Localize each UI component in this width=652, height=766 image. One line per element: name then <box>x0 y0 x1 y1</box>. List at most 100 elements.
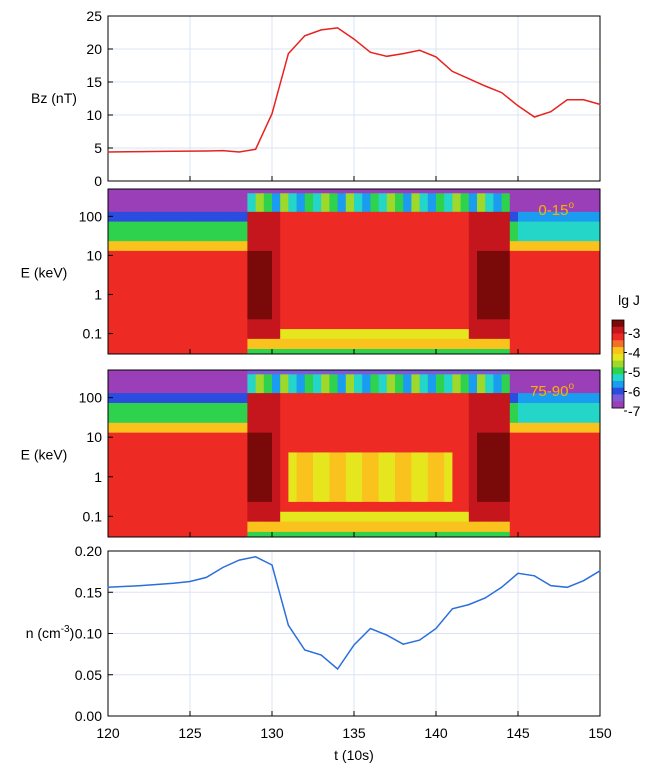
heatmap-cell <box>509 491 519 502</box>
heatmap-cell <box>263 192 273 203</box>
heatmap-cell <box>190 260 199 271</box>
heatmap-cell <box>280 422 289 433</box>
heatmap-cell <box>313 348 322 355</box>
heatmap-cell <box>181 373 191 384</box>
heatmap-cell <box>272 531 281 538</box>
heatmap-cell <box>190 392 199 403</box>
heatmap-cell <box>411 309 420 320</box>
heatmap-cell <box>272 382 281 394</box>
heatmap-cell <box>247 338 256 350</box>
heatmap-cell <box>477 422 486 433</box>
heatmap-cell <box>247 511 256 522</box>
heatmap-cell <box>108 299 117 310</box>
heatmap-cell <box>395 402 404 413</box>
data-point <box>173 582 175 584</box>
heatmap-cell <box>575 189 584 194</box>
heatmap-cell <box>337 521 347 532</box>
heatmap-cell <box>247 382 256 394</box>
heatmap-cell <box>460 211 470 222</box>
heatmap-cell <box>468 318 478 330</box>
heatmap-cell <box>198 471 207 483</box>
heatmap-cell <box>411 230 420 242</box>
heatmap-cell <box>378 338 388 350</box>
heatmap-cell <box>493 382 502 394</box>
heatmap-cell <box>288 501 297 512</box>
heatmap-cell <box>526 270 535 281</box>
heatmap-cell <box>386 452 396 463</box>
heatmap-cell <box>206 521 215 532</box>
heatmap-cell <box>272 289 281 300</box>
heatmap-cell <box>559 481 568 492</box>
heatmap-cell <box>345 270 355 281</box>
heatmap-cell <box>255 511 265 522</box>
heatmap-cell <box>436 452 445 463</box>
heatmap-cell <box>313 382 322 394</box>
heatmap-cell <box>304 392 314 403</box>
heatmap-cell <box>460 412 470 423</box>
heatmap-cell <box>272 211 281 222</box>
heatmap-cell <box>583 211 593 222</box>
heatmap-cell <box>518 318 527 330</box>
data-point <box>566 99 568 101</box>
heatmap-cell <box>124 370 133 375</box>
heatmap-cell <box>116 501 125 512</box>
heatmap-cell <box>411 370 420 375</box>
heatmap-cell <box>255 299 265 310</box>
heatmap-cell <box>370 348 379 355</box>
heatmap-cell <box>427 328 437 339</box>
heatmap-cell <box>468 491 478 502</box>
heatmap-cell <box>460 471 470 483</box>
heatmap-cell <box>157 491 166 502</box>
heatmap-cell <box>181 422 191 433</box>
heatmap-cell <box>140 531 150 538</box>
heatmap-cell <box>452 432 461 443</box>
heatmap-cell <box>149 328 158 339</box>
heatmap-cell <box>247 348 256 355</box>
heatmap-cell <box>222 328 232 339</box>
heatmap-cell <box>345 412 355 423</box>
heatmap-cell <box>157 250 166 261</box>
heatmap-cell <box>583 270 593 281</box>
heatmap-cell <box>239 481 248 492</box>
heatmap-cell <box>526 382 535 394</box>
heatmap-cell <box>493 189 502 194</box>
heatmap-cell <box>165 221 174 232</box>
heatmap-cell <box>550 240 560 251</box>
heatmap-cell <box>321 279 330 290</box>
heatmap-cell <box>436 382 445 394</box>
heatmap-cell <box>222 481 232 492</box>
heatmap-cell <box>452 230 461 242</box>
heatmap-cell <box>485 461 494 473</box>
colorbar-swatch <box>612 387 624 395</box>
heatmap-cell <box>509 471 519 483</box>
heatmap-cell <box>272 521 281 532</box>
heatmap-cell <box>296 230 306 242</box>
heatmap-cell <box>181 289 191 300</box>
heatmap-cell <box>542 348 552 355</box>
heatmap-cell <box>493 461 502 473</box>
heatmap-cell <box>395 348 404 355</box>
heatmap-cell <box>403 531 412 538</box>
heatmap-cell <box>403 452 412 463</box>
heatmap-cell <box>329 240 338 251</box>
heatmap-cell <box>337 471 347 483</box>
heatmap-cell <box>214 442 224 453</box>
heatmap-cell <box>501 270 511 281</box>
heatmap-cell <box>575 370 584 375</box>
heatmap-cell <box>206 240 215 251</box>
heatmap-cell <box>518 338 527 350</box>
heatmap-cell <box>411 338 420 350</box>
heatmap-cell <box>575 211 584 222</box>
heatmap-cell <box>411 240 420 251</box>
heatmap-cell <box>427 318 437 330</box>
heatmap-cell <box>345 501 355 512</box>
heatmap-cell <box>247 260 256 271</box>
heatmap-cell <box>542 338 552 350</box>
heatmap-cell <box>550 412 560 423</box>
heatmap-cell <box>198 192 207 203</box>
heatmap-cell <box>345 373 355 384</box>
heatmap-cell <box>329 491 338 502</box>
heatmap-cell <box>501 521 511 532</box>
heatmap-cell <box>288 201 297 212</box>
heatmap-cell <box>559 491 568 502</box>
